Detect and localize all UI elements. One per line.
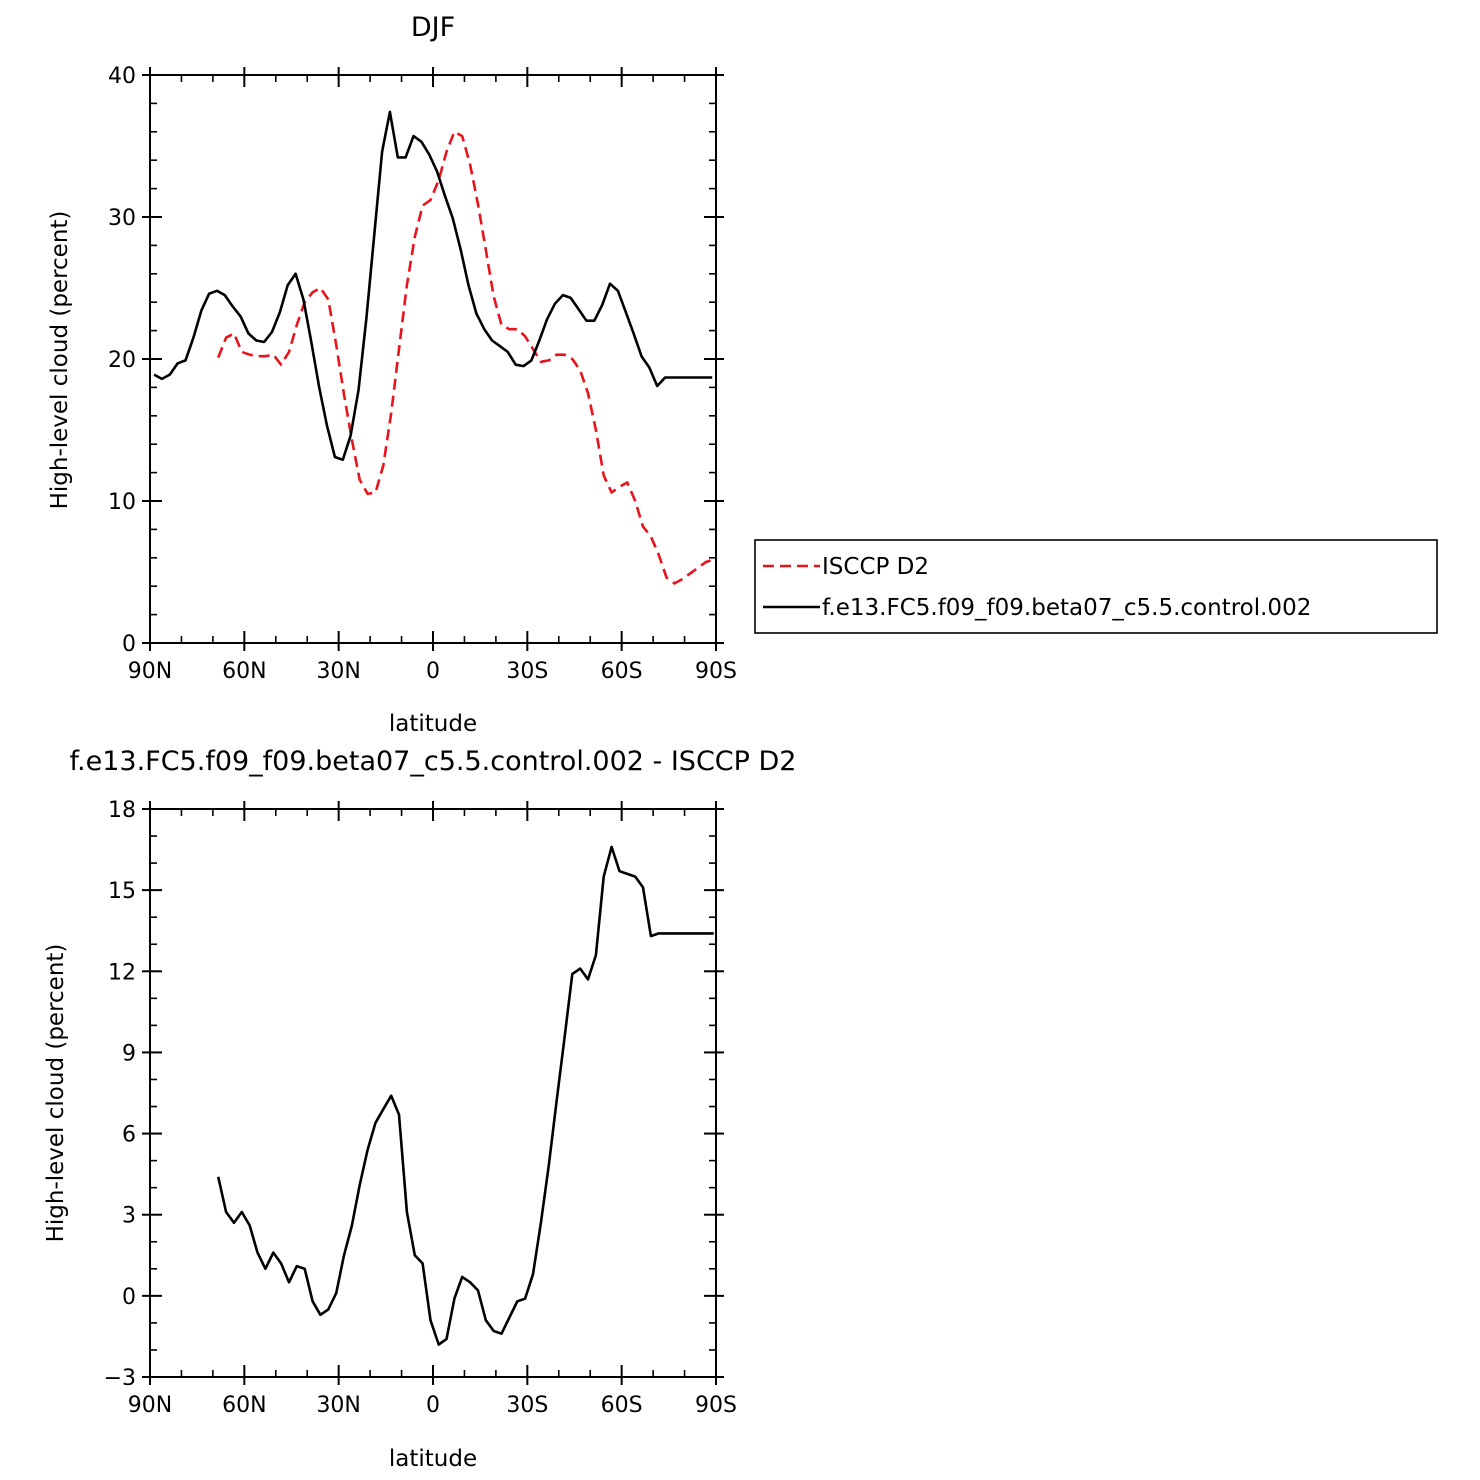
y-tick-label: 12 <box>108 960 136 985</box>
x-tick-label: 60S <box>601 1393 643 1418</box>
y-tick-label: 18 <box>108 798 136 823</box>
series-line-0 <box>216 130 715 585</box>
y-tick-label: 0 <box>122 1285 136 1310</box>
plot-frame <box>149 808 717 1378</box>
axis-ticks: 90N 60N 30N 0 30S 60S 90S 0 10 20 30 40 <box>108 64 737 684</box>
plot-frame <box>149 74 717 644</box>
chart-title: DJF <box>411 12 455 43</box>
y-tick-label: 10 <box>108 490 136 515</box>
y-tick-label: 3 <box>122 1204 136 1229</box>
series-line-0 <box>216 845 714 1346</box>
legend-box <box>754 539 1438 634</box>
x-tick-label: 0 <box>426 1393 440 1418</box>
x-tick-label: 30N <box>316 659 360 684</box>
x-tick-label: 0 <box>426 659 440 684</box>
y-tick-label: −3 <box>104 1366 136 1391</box>
y-tick-label: 9 <box>122 1041 136 1066</box>
x-tick-label: 60S <box>601 659 643 684</box>
chart-title: f.e13.FC5.f09_f09.beta07_c5.5.control.00… <box>70 746 797 777</box>
y-tick-label: 15 <box>108 879 136 904</box>
series-layer <box>153 110 715 585</box>
axis-ticks: 90N 60N 30N 0 30S 60S 90S −3 0 3 6 9 12 15 18 <box>104 798 737 1418</box>
chart-djf: DJF High-level cloud (percent) latitude … <box>47 12 737 737</box>
legend: ISCCP D2 f.e13.FC5.f09_f09.beta07_c5.5.c… <box>754 539 1438 634</box>
y-tick-label: 0 <box>122 632 136 657</box>
y-tick-label: 20 <box>108 348 136 373</box>
y-tick-label: 30 <box>108 206 136 231</box>
x-axis-title: latitude <box>389 1446 477 1472</box>
x-tick-label: 90N <box>128 659 172 684</box>
series-layer <box>216 845 714 1346</box>
legend-label-isccp: ISCCP D2 <box>822 554 929 580</box>
x-axis-title: latitude <box>389 711 477 737</box>
x-tick-label: 30N <box>316 1393 360 1418</box>
x-tick-label: 60N <box>222 1393 266 1418</box>
legend-label-model: f.e13.FC5.f09_f09.beta07_c5.5.control.00… <box>822 595 1311 621</box>
x-tick-label: 30S <box>506 659 548 684</box>
x-tick-label: 90S <box>695 659 737 684</box>
x-tick-label: 90S <box>695 1393 737 1418</box>
y-tick-label: 40 <box>108 64 136 89</box>
x-tick-label: 30S <box>506 1393 548 1418</box>
y-axis-title: High-level cloud (percent) <box>43 944 69 1243</box>
chart-difference: f.e13.FC5.f09_f09.beta07_c5.5.control.00… <box>43 746 796 1472</box>
y-axis-title: High-level cloud (percent) <box>47 211 73 510</box>
y-tick-label: 6 <box>122 1123 136 1148</box>
x-tick-label: 90N <box>128 1393 172 1418</box>
series-line-1 <box>153 110 713 462</box>
x-tick-label: 60N <box>222 659 266 684</box>
